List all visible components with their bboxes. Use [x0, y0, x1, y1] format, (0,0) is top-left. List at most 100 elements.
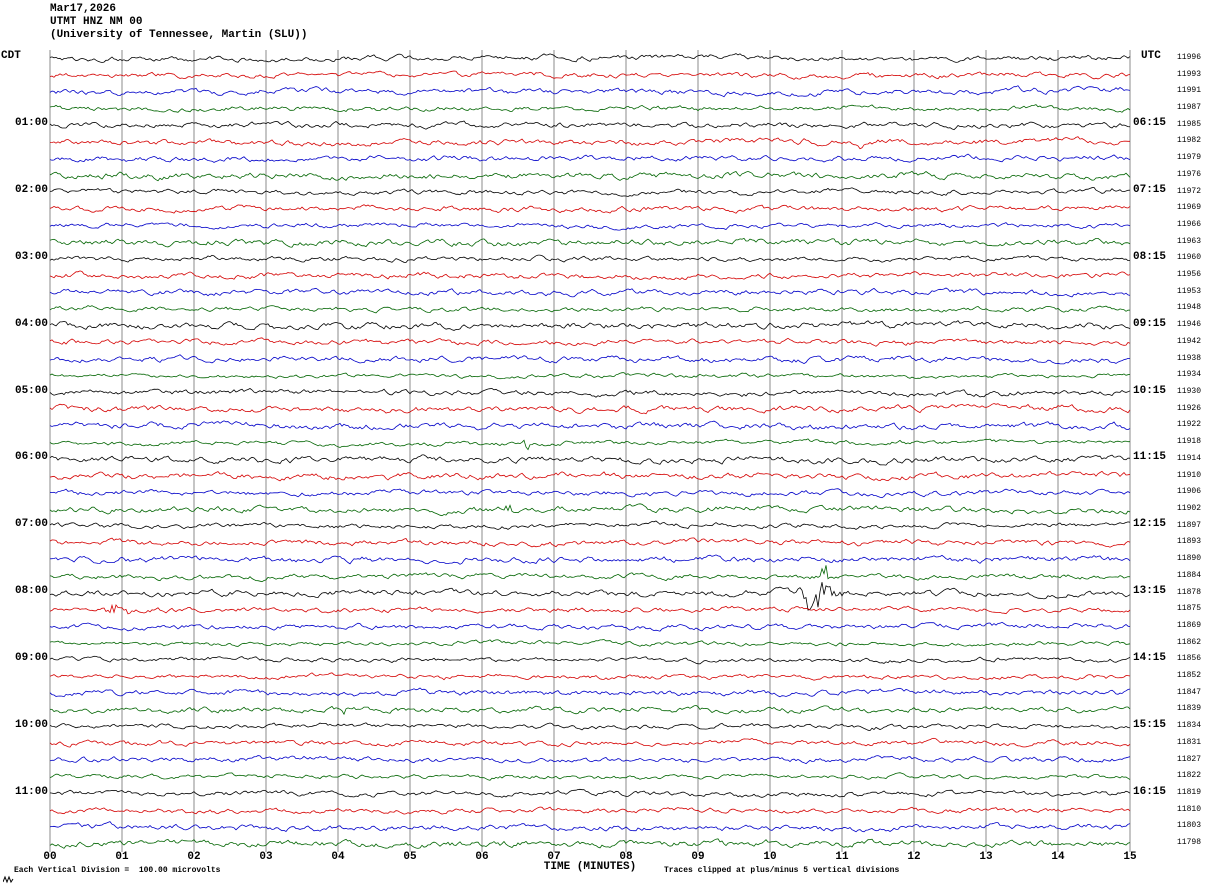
- trace-row: [49, 438, 1130, 451]
- trace-row: [49, 85, 1131, 98]
- x-tick-label: 03: [259, 851, 273, 863]
- right-time-label: 06:15: [1133, 117, 1167, 130]
- left-time-label: 06:00: [14, 451, 48, 464]
- x-tick-label: 09: [691, 851, 705, 863]
- right-time-label: 08:15: [1133, 250, 1167, 263]
- left-time-label: 03:00: [14, 250, 48, 263]
- trace-number: 11856: [1177, 654, 1202, 664]
- trace-number: 11810: [1177, 804, 1202, 814]
- trace-row: [49, 520, 1131, 530]
- x-tick-label: 07: [547, 851, 561, 863]
- trace-number: 11884: [1177, 570, 1202, 580]
- trace-number: 11910: [1177, 470, 1202, 480]
- x-tick-label: 08: [619, 851, 633, 863]
- right-axis-title: UTC: [1141, 50, 1161, 62]
- trace-row: [49, 687, 1131, 698]
- trace-row: [49, 237, 1131, 248]
- trace-number: 11938: [1177, 353, 1202, 363]
- header-date: Mar17,2026: [50, 3, 117, 15]
- left-time-label: 10:00: [14, 718, 48, 731]
- trace-number: 11918: [1177, 437, 1202, 447]
- trace-row: [49, 788, 1131, 798]
- trace-number: 11982: [1177, 136, 1202, 146]
- trace-row: [49, 821, 1131, 833]
- trace-row: [49, 838, 1131, 849]
- trace-row: [49, 470, 1131, 482]
- trace-number: 11966: [1177, 219, 1202, 229]
- trace-row: [49, 655, 1131, 665]
- trace-row: [49, 488, 1131, 499]
- trace-row: [49, 222, 1131, 231]
- x-tick-label: 02: [187, 851, 201, 863]
- x-tick-label: 06: [475, 851, 489, 863]
- left-time-label: 02:00: [14, 184, 48, 197]
- trace-number: 11996: [1177, 52, 1202, 62]
- trace-row: [49, 320, 1131, 331]
- trace-row: [49, 454, 1131, 466]
- trace-row: [49, 603, 1131, 615]
- right-time-label: 11:15: [1133, 451, 1167, 464]
- trace-row: [49, 136, 1130, 150]
- right-time-label: 15:15: [1133, 718, 1167, 731]
- trace-number: 11890: [1177, 554, 1202, 564]
- trace-number: 11893: [1177, 537, 1202, 547]
- trace-row: [49, 270, 1131, 281]
- right-time-label: 09:15: [1133, 317, 1167, 330]
- trace-row: [49, 639, 1131, 647]
- left-time-label: 04:00: [14, 317, 48, 330]
- trace-number: 11831: [1177, 737, 1202, 747]
- logo-squiggle-icon: [3, 875, 14, 884]
- trace-row: [49, 153, 1131, 163]
- trace-number: 11926: [1177, 403, 1202, 413]
- trace-row: [49, 354, 1131, 365]
- x-tick-label: 11: [835, 851, 849, 863]
- left-time-label: 05:00: [14, 384, 48, 397]
- trace-number: 11972: [1177, 186, 1202, 196]
- left-time-label: 11:00: [14, 785, 48, 798]
- trace-number: 11862: [1177, 637, 1202, 647]
- trace-row: [49, 372, 1131, 380]
- trace-number: 11847: [1177, 687, 1202, 697]
- trace-number: 11993: [1177, 69, 1202, 79]
- trace-row: [49, 403, 1131, 415]
- trace-number: 11963: [1177, 236, 1202, 246]
- header-station: UTMT HNZ NM 00: [50, 16, 143, 28]
- x-tick-label: 05: [403, 851, 417, 863]
- right-time-label: 10:15: [1133, 384, 1167, 397]
- trace-number: 11897: [1177, 520, 1202, 530]
- trace-row: [49, 737, 1131, 748]
- x-tick-label: 13: [979, 851, 993, 863]
- trace-row: [49, 503, 1131, 517]
- trace-number: 11979: [1177, 153, 1202, 163]
- trace-number: 11798: [1177, 838, 1202, 848]
- trace-number: 11948: [1177, 303, 1202, 313]
- right-time-label: 07:15: [1133, 184, 1167, 197]
- left-time-label: 01:00: [14, 117, 48, 130]
- trace-number: 11930: [1177, 387, 1202, 397]
- trace-number: 11878: [1177, 587, 1202, 597]
- trace-row: [49, 806, 1131, 815]
- trace-row: [49, 772, 1131, 781]
- trace-number: 11852: [1177, 671, 1202, 681]
- trace-row: [49, 755, 1131, 765]
- x-tick-label: 10: [763, 851, 777, 863]
- trace-row: [49, 120, 1131, 131]
- trace-number: 11953: [1177, 286, 1202, 296]
- trace-number: 11906: [1177, 487, 1202, 497]
- trace-row: [49, 287, 1131, 298]
- x-axis-title: TIME (MINUTES): [543, 861, 637, 873]
- trace-number: 11827: [1177, 754, 1202, 764]
- trace-number: 11991: [1177, 86, 1202, 96]
- trace-row: [49, 621, 1131, 632]
- trace-row: [49, 722, 1131, 732]
- x-tick-label: 14: [1051, 851, 1065, 863]
- trace-row: [49, 420, 1131, 431]
- trace-row: [49, 537, 1131, 548]
- left-time-label: 09:00: [14, 651, 48, 664]
- clip-note: Traces clipped at plus/minus 5 vertical …: [664, 866, 900, 875]
- header-institution: (University of Tennessee, Martin (SLU)): [50, 29, 308, 41]
- trace-number: 11960: [1177, 253, 1202, 263]
- trace-row: [49, 305, 1131, 314]
